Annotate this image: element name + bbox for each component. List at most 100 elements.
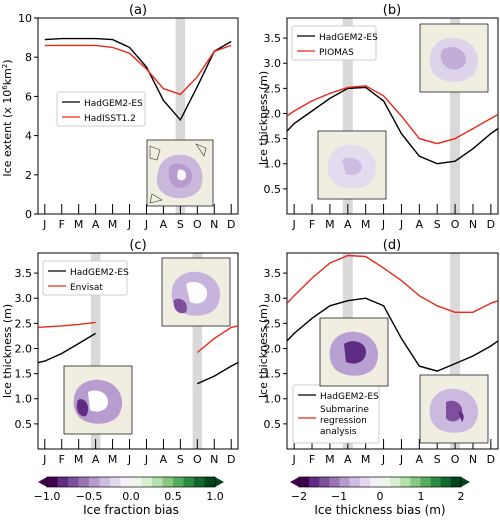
- shaded-month-band: [192, 253, 203, 449]
- y-tick-label: 1.5: [264, 368, 282, 381]
- colorbar-ice-thickness: Ice thickness bias (m) −2 −1 0 1 2: [290, 476, 470, 517]
- x-tick-label: M: [74, 453, 84, 466]
- x-tick-label: M: [108, 218, 118, 231]
- y-tick-label: 3.0: [264, 57, 282, 70]
- cbar1-tick: −1.0: [34, 490, 61, 503]
- y-tick-label: 2.0: [15, 342, 33, 355]
- y-tick-label: 3.5: [15, 267, 33, 280]
- colorbar-frame: [46, 476, 216, 488]
- colorbar-segment: [68, 477, 79, 487]
- x-tick-label: D: [487, 453, 495, 466]
- colorbar-frame: [298, 476, 462, 488]
- cbar1-tick: −0.5: [76, 490, 103, 503]
- x-tick-label: J: [381, 218, 385, 231]
- x-tick-label: S: [177, 453, 184, 466]
- inset-map-b1: [419, 23, 489, 93]
- cbar2-tick: 1: [418, 490, 425, 503]
- x-tick-label: N: [469, 218, 477, 231]
- panel-a-legend: HadGEM2-ES HadISST1.2: [56, 91, 146, 127]
- legend-model: HadGEM2-ES: [320, 392, 379, 402]
- panel-b-ylabel: Ice thickness (m): [257, 71, 270, 165]
- inset-map-b2: [317, 130, 387, 200]
- x-tick-label: M: [325, 218, 335, 231]
- y-tick-label: 10: [18, 12, 32, 25]
- legend-envisat: Envisat: [70, 283, 103, 293]
- legend-submarine: Submarine: [320, 405, 369, 415]
- panel-c: (c) Ice thickness (m) 0.5 1.0 1.5 2.0 2.5 3.0…: [1, 238, 239, 466]
- x-tick-label: S: [177, 218, 184, 231]
- series-line-hadgem2-es: [287, 297, 498, 372]
- x-tick-label: M: [74, 218, 84, 231]
- colorbar-segment: [120, 477, 132, 487]
- colorbar-segment: [390, 477, 401, 487]
- panel-d-label: (d): [383, 238, 401, 253]
- x-tick-label: J: [42, 453, 46, 466]
- panel-c-ylabel: Ice thickness (m): [1, 304, 14, 398]
- inset-map-c2: [63, 365, 133, 435]
- x-tick-label: A: [160, 218, 168, 231]
- series-line-hadgem2-es: [197, 361, 238, 385]
- inset-map-c1: [161, 257, 231, 327]
- y-tick-label: 0.5: [264, 418, 282, 431]
- shaded-month-band: [450, 253, 461, 449]
- series-line-envisat: [196, 325, 238, 354]
- x-tick-label: A: [92, 218, 100, 231]
- colorbar-segment: [380, 477, 391, 487]
- colorbar-segment: [141, 477, 153, 487]
- x-tick-label: A: [416, 453, 424, 466]
- colorbar-extend-left: [290, 477, 299, 487]
- cbar1-tick: 0.5: [164, 490, 182, 503]
- colorbar-ice-thickness-label: Ice thickness bias (m): [314, 503, 445, 517]
- cbar2-tick: −1: [331, 490, 347, 503]
- colorbar-segment: [349, 477, 361, 487]
- panel-d-legend: HadGEM2-ES Submarine regression analysis: [292, 384, 380, 444]
- legend-regression: regression: [320, 416, 367, 426]
- y-tick-label: 1.0: [264, 393, 282, 406]
- x-tick-label: D: [227, 453, 235, 466]
- cbar2-tick: −2: [291, 490, 307, 503]
- series-line-hadgem2-es: [38, 332, 96, 364]
- legend-model: HadGEM2-ES: [84, 99, 143, 109]
- plot-frame: [37, 17, 239, 215]
- cbar1-tick: 0.0: [122, 490, 140, 503]
- inset-map-d1: [319, 317, 389, 387]
- colorbar-segment: [162, 477, 174, 487]
- colorbar-segment: [194, 477, 205, 487]
- panel-b-legend: HadGEM2-ES PIOMAS: [291, 25, 378, 61]
- colorbar-segment: [299, 477, 310, 487]
- x-tick-label: S: [434, 218, 441, 231]
- x-tick-label: O: [193, 453, 202, 466]
- colorbar-segment: [131, 477, 142, 487]
- shaded-month-band: [175, 18, 186, 214]
- colorbar-segment: [47, 477, 58, 487]
- x-tick-label: F: [309, 218, 315, 231]
- x-tick-label: J: [381, 453, 385, 466]
- series-line-piomas: [287, 85, 498, 145]
- y-tick-label: 0.5: [264, 183, 282, 196]
- x-tick-label: O: [193, 218, 202, 231]
- y-tick-label: 2: [25, 169, 32, 182]
- x-tick-label: A: [416, 218, 424, 231]
- colorbar-segment: [410, 477, 421, 487]
- panel-c-legend: HadGEM2-ES Envisat: [42, 260, 129, 296]
- inset-map-d2: [419, 374, 489, 444]
- series-line-hadisst1-2: [44, 44, 232, 96]
- inset-map-a: [146, 139, 214, 207]
- y-tick-label: 4: [25, 130, 32, 143]
- colorbar-extend-right: [215, 477, 224, 487]
- x-tick-label: J: [399, 218, 403, 231]
- y-tick-label: 8: [25, 51, 32, 64]
- legend-analysis: analysis: [320, 427, 357, 437]
- panel-a-label: (a): [129, 3, 147, 18]
- colorbar-segment: [420, 477, 431, 487]
- y-tick-label: 3.5: [264, 32, 282, 45]
- x-tick-label: J: [127, 453, 131, 466]
- x-tick-label: M: [108, 453, 118, 466]
- y-tick-label: 3.0: [15, 292, 33, 305]
- colorbar-segment: [78, 477, 90, 487]
- x-tick-label: F: [59, 218, 65, 231]
- x-tick-label: O: [451, 453, 460, 466]
- cbar1-tick: 1.0: [206, 490, 224, 503]
